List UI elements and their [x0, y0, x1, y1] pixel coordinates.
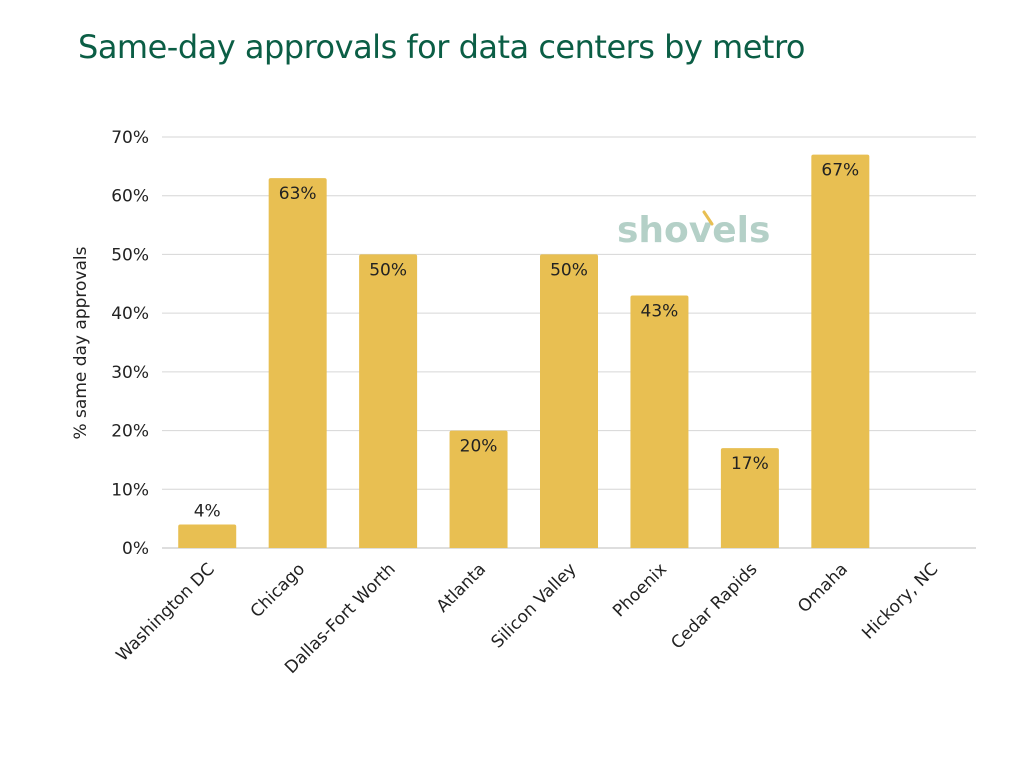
shovel-accent-icon: [702, 210, 714, 226]
y-axis-ticks: 0% 10% 20% 30% 40% 50% 60% 70%: [111, 128, 149, 559]
y-tick-label: 60%: [111, 187, 149, 207]
data-label: 20%: [460, 437, 498, 457]
y-axis-label: % same day approvals: [71, 246, 91, 439]
x-category-label: Omaha: [794, 559, 852, 617]
bar: [178, 524, 237, 548]
y-tick-label: 30%: [111, 363, 149, 383]
y-tick-label: 0%: [122, 539, 149, 559]
bar: [540, 254, 598, 548]
data-label: 50%: [550, 260, 588, 280]
shovels-logo: shovels: [617, 210, 770, 251]
y-tick-label: 70%: [111, 128, 149, 148]
data-label: 4%: [194, 502, 221, 522]
bar: [811, 154, 870, 548]
data-labels: 4% 63% 50% 20% 50% 43% 17% 67%: [194, 161, 860, 522]
y-tick-label: 20%: [111, 422, 149, 442]
x-category-label: Atlanta: [433, 559, 490, 616]
x-category-label: Chicago: [247, 559, 309, 621]
data-label: 67%: [821, 161, 859, 181]
x-category-label: Silicon Valley: [487, 559, 580, 652]
bar: [268, 178, 327, 548]
bar: [630, 295, 689, 548]
x-category-label: Cedar Rapids: [667, 559, 761, 653]
bar: [359, 254, 418, 548]
data-label: 17%: [731, 454, 769, 474]
x-category-label: Hickory, NC: [858, 559, 942, 643]
data-label: 63%: [279, 184, 317, 204]
bar: [720, 448, 779, 548]
y-tick-label: 40%: [111, 304, 149, 324]
data-label: 43%: [641, 302, 679, 322]
chart-title: Same-day approvals for data centers by m…: [78, 28, 805, 66]
shovels-logo-text: shovels: [617, 210, 770, 251]
x-category-label: Phoenix: [609, 559, 671, 621]
y-tick-label: 50%: [111, 245, 149, 265]
bar: [449, 430, 508, 548]
x-category-label: Washington DC: [113, 559, 219, 665]
y-tick-label: 10%: [111, 480, 149, 500]
data-label: 50%: [369, 260, 407, 280]
bars: [178, 154, 870, 548]
